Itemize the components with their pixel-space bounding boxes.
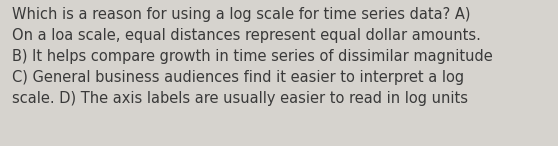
Text: Which is a reason for using a log scale for time series data? A)
On a loa scale,: Which is a reason for using a log scale … bbox=[12, 7, 493, 106]
